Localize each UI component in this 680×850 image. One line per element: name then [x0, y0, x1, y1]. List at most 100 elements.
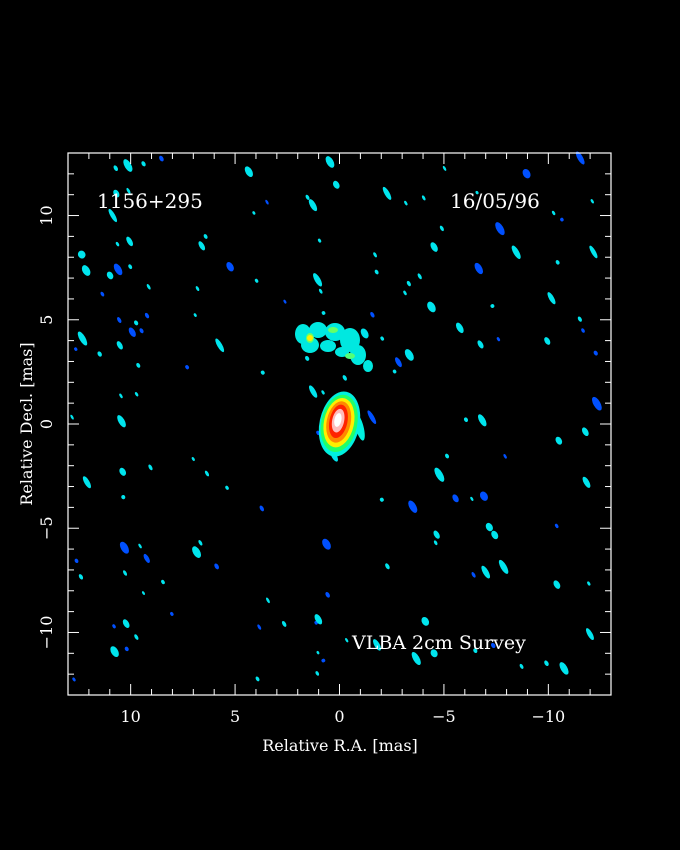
noise-blob — [421, 616, 430, 626]
jet-hotspot — [307, 335, 313, 341]
noise-blob — [159, 155, 164, 162]
noise-blob — [204, 470, 210, 477]
noise-blob — [471, 571, 476, 578]
noise-blob — [560, 217, 564, 222]
noise-blob — [97, 351, 102, 357]
noise-blob — [74, 347, 78, 351]
noise-blob — [122, 619, 130, 628]
noise-blob — [592, 396, 602, 411]
noise-blob — [587, 581, 591, 586]
noise-blob — [590, 199, 594, 204]
noise-blob — [77, 331, 88, 346]
jet-emission — [295, 322, 373, 372]
noise-blob — [255, 676, 260, 682]
noise-blob — [496, 337, 501, 342]
x-axis-label: Relative R.A. [mas] — [262, 736, 418, 755]
noise-blob — [433, 530, 440, 539]
noise-blob — [198, 540, 203, 546]
noise-blob — [442, 165, 447, 171]
noise-blob — [544, 337, 551, 345]
jet-blob — [320, 340, 336, 352]
noise-blob — [185, 365, 190, 370]
noise-blob — [519, 663, 524, 669]
noise-blob — [491, 530, 499, 540]
noise-blob — [126, 236, 134, 247]
noise-blob — [215, 338, 225, 353]
y-tick-label: 5 — [37, 315, 56, 325]
noise-blob — [70, 414, 74, 420]
noise-blob — [374, 269, 379, 275]
noise-blob — [112, 624, 116, 629]
noise-blob — [322, 538, 331, 550]
noise-blob — [121, 494, 126, 500]
x-tick-label: 5 — [230, 707, 240, 726]
noise-blob — [192, 546, 202, 558]
noise-blob — [191, 457, 195, 462]
noise-blob — [360, 328, 369, 339]
noise-blob — [511, 245, 521, 259]
noise-blob — [392, 369, 397, 374]
noise-blob — [394, 357, 402, 368]
noise-blob — [214, 563, 219, 570]
noise-blob — [478, 414, 487, 427]
noise-blob — [81, 265, 91, 276]
noise-blob — [325, 591, 330, 598]
axis-tick-labels: 10 5 0 −5 −10 10 5 0 −5 −10 — [37, 205, 565, 726]
noise-blob — [126, 187, 131, 194]
core-emission — [318, 391, 365, 457]
noise-blob — [485, 522, 493, 532]
noise-blob — [314, 614, 323, 625]
noise-blob — [382, 186, 392, 200]
noise-blob — [417, 273, 422, 280]
noise-blob — [491, 642, 496, 649]
noise-blob — [495, 222, 505, 236]
noise-blob — [139, 328, 144, 334]
noise-blob — [281, 620, 287, 627]
noise-blob — [470, 496, 474, 501]
noise-blob — [367, 410, 377, 425]
noise-blob — [490, 304, 495, 308]
noise-blob — [117, 415, 126, 428]
noise-blob — [77, 250, 86, 259]
noise-blob — [144, 312, 150, 319]
noise-blob — [555, 260, 560, 265]
noise-blob — [128, 264, 133, 270]
noise-blob — [473, 648, 478, 654]
x-tick-label: 10 — [120, 707, 140, 726]
jet-blob — [301, 337, 319, 353]
noise-blob — [582, 476, 591, 488]
noise-blob — [575, 151, 585, 165]
noise-blob — [124, 646, 129, 652]
noise-blob — [146, 283, 151, 290]
noise-blob — [134, 320, 139, 326]
noise-blob — [589, 245, 598, 259]
noise-blob — [141, 161, 146, 167]
noise-blob — [406, 280, 411, 287]
noise-blob — [430, 242, 438, 252]
noise-blob — [138, 543, 142, 549]
noise-blob — [581, 328, 585, 333]
noise-blob — [283, 299, 287, 304]
jet-blob — [335, 347, 349, 357]
noise-blob — [385, 563, 390, 570]
noise-blob — [117, 317, 122, 323]
noise-blob — [106, 271, 114, 280]
survey-label: VLBA 2cm Survey — [351, 632, 526, 654]
noise-blob — [313, 273, 323, 287]
y-tick-label: 0 — [37, 419, 56, 429]
noise-blob — [134, 392, 139, 397]
core-contour — [334, 413, 342, 427]
noise-blob — [244, 166, 253, 177]
noise-blob — [581, 427, 589, 437]
noise-blob — [309, 385, 318, 398]
noise-blob — [463, 417, 469, 423]
noise-blob — [547, 292, 556, 305]
noise-blob — [203, 234, 208, 239]
noise-blob — [452, 494, 459, 503]
noise-blob — [445, 453, 450, 459]
x-tick-label: −5 — [432, 707, 456, 726]
jet-blob — [350, 345, 366, 365]
noise-blob — [474, 262, 483, 275]
noise-blob — [226, 262, 234, 272]
noise-blob — [74, 558, 79, 564]
